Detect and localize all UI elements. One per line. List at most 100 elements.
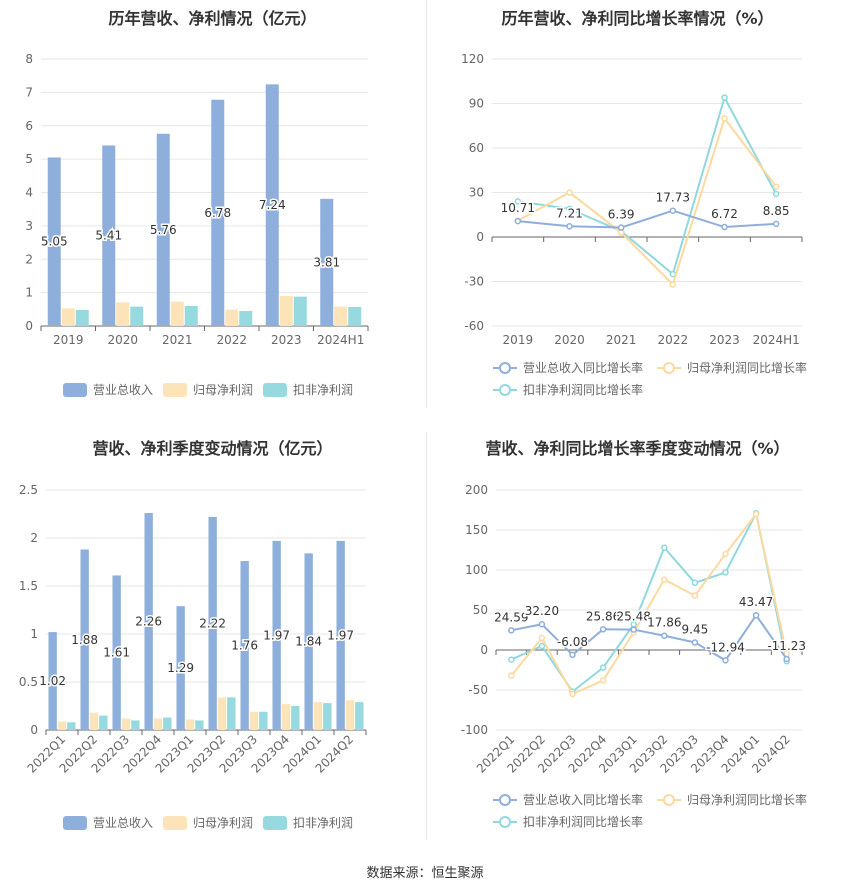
data-point <box>599 664 607 671</box>
data-label: 10.71 <box>501 201 535 215</box>
data-point <box>599 626 607 633</box>
y-tick-label: 1.5 <box>19 579 38 593</box>
data-label: 9.45 <box>682 622 709 636</box>
data-label: 7.21 <box>556 206 583 220</box>
bar <box>89 712 99 730</box>
data-point <box>722 569 729 576</box>
data-label: 1.97 <box>327 628 354 642</box>
data-label: 25.48 <box>617 610 651 624</box>
data-point <box>721 115 728 122</box>
vertical-divider-top <box>426 0 427 408</box>
chart-title: 营收、净利同比增长率季度变动情况（%） <box>485 439 790 458</box>
y-tick-label: 7 <box>25 85 33 99</box>
x-tick-label: 2023 <box>709 333 740 347</box>
data-label: -6.08 <box>557 635 588 649</box>
bar <box>184 305 198 326</box>
legend-label: 营业总收入同比增长率 <box>523 792 643 807</box>
bar <box>279 295 293 326</box>
y-tick-label: 1 <box>25 286 33 300</box>
data-point <box>566 205 573 213</box>
data-label: 2.22 <box>199 616 226 630</box>
bar <box>47 157 61 326</box>
data-point <box>721 223 728 231</box>
bar-chart-annual: 0 1 2 3 4 5 6 7 8 2019 2020 2021 2022 2023 2024H1 5.05 5… <box>25 52 369 397</box>
bar <box>345 700 355 730</box>
data-label: 3.81 <box>313 255 340 269</box>
legend-label: 营业总收入 <box>93 383 153 397</box>
data-label: 17.86 <box>647 616 681 630</box>
x-tick-label: 2021 <box>606 333 637 347</box>
bar <box>293 296 307 326</box>
bar <box>323 703 332 730</box>
y-tick-label: 30 <box>469 186 484 200</box>
data-point <box>691 579 699 587</box>
data-point <box>538 634 546 642</box>
data-point <box>538 642 546 650</box>
legend-label: 营业总收入 <box>93 816 153 830</box>
bar <box>131 720 140 730</box>
bar <box>67 722 76 730</box>
chart-quarterly-growth: 营收、净利同比增长率季度变动情况（%） -100 -50 0 50 100 150 200 2… <box>425 425 850 855</box>
y-tick-label: 3 <box>25 219 33 233</box>
legend-marker <box>663 794 675 806</box>
series-line <box>517 116 777 287</box>
data-point <box>772 190 780 198</box>
bar <box>80 549 89 730</box>
bar <box>102 145 116 326</box>
y-tick-label: 6 <box>25 119 33 133</box>
data-point <box>514 217 522 225</box>
data-point <box>514 198 522 205</box>
data-label: 1.02 <box>39 674 66 688</box>
legend-label: 扣非净利润同比增长率 <box>523 814 643 829</box>
data-point <box>772 183 780 190</box>
bar <box>355 702 364 730</box>
data-label: 32.20 <box>525 604 559 618</box>
x-tick-label: 2022 <box>216 333 247 347</box>
bar <box>144 513 153 730</box>
bar <box>75 309 89 326</box>
data-point <box>508 627 515 634</box>
y-tick-label: 5 <box>25 152 33 166</box>
data-point <box>722 657 729 664</box>
bar <box>195 720 204 730</box>
data-point <box>691 592 699 599</box>
data-label: 43.47 <box>739 595 773 609</box>
y-tick-label: 150 <box>465 523 488 537</box>
bar <box>185 719 195 730</box>
y-tick-label: -50 <box>468 683 488 697</box>
data-label: 2.26 <box>135 615 162 629</box>
data-label: -12.94 <box>706 640 745 654</box>
bar <box>121 718 131 730</box>
data-point <box>721 94 728 101</box>
line-chart-annual-growth: -60 -30 0 30 60 90 120 2019 2020 2021 2022 2023 2024… <box>461 52 807 397</box>
y-tick-label: 120 <box>461 52 484 66</box>
legend-label: 扣非净利润 <box>293 383 353 397</box>
bar <box>249 711 259 730</box>
bar <box>240 561 249 730</box>
bar <box>176 606 185 730</box>
data-point <box>566 223 573 230</box>
bar <box>225 309 239 326</box>
data-label: -11.23 <box>767 639 806 653</box>
bar <box>348 306 362 326</box>
x-tick-label: 2019 <box>503 333 534 347</box>
bar <box>239 310 253 326</box>
y-tick-label: 2 <box>25 252 33 266</box>
chart-annual-growth: 历年营收、净利同比增长率情况（%） -60 -30 0 30 60 90 120 2019 20… <box>425 0 850 420</box>
bar <box>336 540 345 730</box>
series-line <box>510 510 788 694</box>
vertical-divider-bottom <box>426 432 427 840</box>
bar <box>291 706 300 730</box>
legend-label: 归母净利润 <box>193 816 253 830</box>
data-label: 6.39 <box>608 208 635 222</box>
chart-annual-revenue-profit: 历年营收、净利情况（亿元） 0 1 2 3 4 5 6 7 8 2019 2020 2021 2022 2… <box>0 0 425 420</box>
data-label: 1.61 <box>103 646 130 660</box>
data-point <box>752 510 760 518</box>
y-tick-label: -60 <box>464 319 484 333</box>
bar <box>211 99 225 326</box>
data-label: 1.88 <box>71 633 98 647</box>
legend-label: 归母净利润同比增长率 <box>687 360 807 375</box>
bar <box>163 717 172 730</box>
y-tick-label: 0 <box>480 643 488 657</box>
series-line <box>510 511 788 696</box>
